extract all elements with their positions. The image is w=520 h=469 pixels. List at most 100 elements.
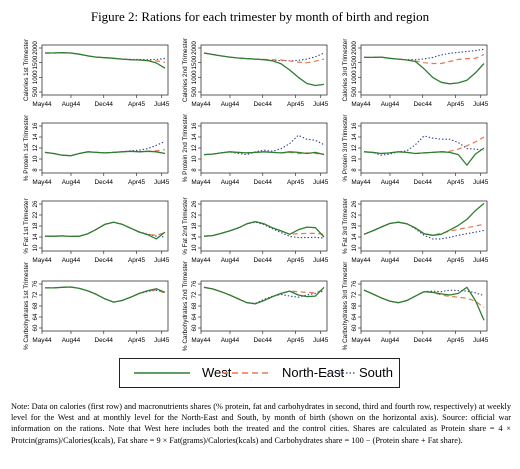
x-tick-label: May44: [32, 101, 52, 108]
series-line-west: [363, 286, 485, 321]
x-tick-label: Jul45: [473, 257, 489, 264]
chart-panel-carbohydrates-1st-trimester: 60 64 68 72 76% Carbohydrates 1st Trimester M…: [23, 261, 170, 350]
y-tick-label: 500: [191, 86, 198, 97]
series-line-west: [45, 52, 166, 69]
y-axis-label: % Protein 3rd Trimester: [342, 114, 349, 182]
legend: West North-East South: [119, 358, 400, 388]
y-axis-label: % Protein 2nd Trimester: [182, 113, 189, 182]
figure-title: Figure 2: Rations for each trimester by …: [90, 9, 430, 24]
x-tick-label: Apr45: [287, 101, 304, 108]
series-line-south: [203, 221, 325, 239]
y-tick-label: 72: [32, 291, 39, 298]
x-tick-label: Aug44: [62, 101, 81, 108]
x-tick-label: Aug44: [381, 257, 400, 264]
y-tick-label: 14: [32, 133, 39, 140]
x-tick-label: Dec44: [413, 337, 432, 344]
y-tick-label: 26: [32, 200, 39, 207]
x-tick-label: Dec44: [413, 257, 432, 264]
y-tick-label: 500: [351, 86, 358, 97]
x-tick-label: Apr45: [128, 101, 145, 108]
x-tick-label: Dec44: [94, 101, 113, 108]
series-line-west: [363, 147, 485, 166]
y-tick-label: 60: [191, 324, 198, 331]
y-tick-label: 16: [32, 122, 39, 129]
y-tick-label: 14: [191, 133, 198, 140]
series-line-south: [45, 286, 166, 303]
x-tick-label: Aug44: [221, 257, 240, 264]
y-tick-label: 8: [32, 168, 39, 172]
series-line-south: [45, 52, 166, 61]
y-tick-label: 2000: [351, 41, 358, 55]
plot-frame: [360, 122, 488, 174]
plot-frame: [200, 280, 328, 332]
y-tick-label: 26: [191, 200, 198, 207]
y-tick-label: 68: [191, 302, 198, 309]
x-tick-label: Aug44: [381, 101, 400, 108]
y-tick-label: 14: [32, 233, 39, 240]
x-tick-label: Jul45: [473, 337, 489, 344]
y-tick-label: 68: [351, 302, 358, 309]
x-tick-label: May44: [32, 257, 52, 264]
y-axis-label: Calories 2nd Trimester: [182, 37, 189, 102]
x-tick-label: Apr45: [128, 179, 145, 186]
legend-label-west: West: [202, 365, 232, 380]
x-tick-label: Dec44: [94, 179, 113, 186]
x-tick-label: Dec44: [94, 337, 113, 344]
y-axis-label: Calories 3rd Trimester: [342, 38, 349, 102]
series-line-north-east: [203, 286, 325, 305]
y-tick-label: 22: [32, 211, 39, 218]
x-tick-label: May44: [191, 257, 211, 264]
y-tick-label: 26: [351, 200, 358, 207]
x-tick-label: Jul45: [313, 257, 329, 264]
y-axis-label: % Carbohydrates 3rd Trimester: [342, 261, 349, 351]
x-tick-label: Jul45: [154, 101, 170, 108]
x-tick-label: Dec44: [253, 257, 272, 264]
plot-frame: [41, 122, 169, 174]
x-tick-label: Dec44: [413, 101, 432, 108]
y-tick-label: 1000: [351, 70, 358, 84]
y-tick-label: 68: [32, 302, 39, 309]
series-line-south: [363, 221, 485, 240]
y-tick-label: 64: [351, 313, 358, 320]
y-tick-label: 2000: [32, 41, 39, 55]
series-line-west: [45, 286, 166, 303]
y-axis-label: % Protein 1st Trimester: [23, 114, 30, 181]
note-text: Note: Data on calories (first row) and m…: [11, 402, 511, 445]
series-line-west: [203, 52, 325, 87]
series-line-north-east: [203, 52, 325, 64]
x-tick-label: Jul45: [154, 337, 170, 344]
y-tick-label: 64: [191, 313, 198, 320]
series-line-north-east: [45, 286, 166, 303]
y-tick-label: 14: [351, 233, 358, 240]
y-tick-label: 10: [351, 244, 358, 251]
x-tick-label: May44: [351, 337, 371, 344]
x-tick-label: May44: [32, 337, 52, 344]
y-tick-label: 18: [191, 222, 198, 229]
x-tick-label: Apr45: [128, 257, 145, 264]
x-tick-label: Aug44: [381, 179, 400, 186]
y-tick-label: 1000: [32, 70, 39, 84]
y-tick-label: 1500: [191, 55, 198, 69]
plot-frame: [41, 44, 169, 96]
x-tick-label: Apr45: [447, 179, 464, 186]
plot-frame: [200, 122, 328, 174]
x-tick-label: Apr45: [287, 257, 304, 264]
series-line-west: [44, 150, 166, 157]
series-line-south: [44, 140, 166, 157]
y-tick-label: 16: [191, 122, 198, 129]
y-axis-label: Calories 1st Trimester: [23, 38, 30, 101]
x-tick-label: May44: [351, 179, 371, 186]
y-tick-label: 18: [351, 222, 358, 229]
chart-panel-carbohydrates-2nd-trimester: 60 64 68 72 76% Carbohydrates 2nd Trimester M…: [182, 260, 329, 351]
x-tick-label: May44: [191, 101, 211, 108]
x-tick-label: Apr45: [287, 179, 304, 186]
y-tick-label: 22: [351, 211, 358, 218]
x-tick-label: Aug44: [221, 101, 240, 108]
series-line-west: [203, 220, 325, 238]
